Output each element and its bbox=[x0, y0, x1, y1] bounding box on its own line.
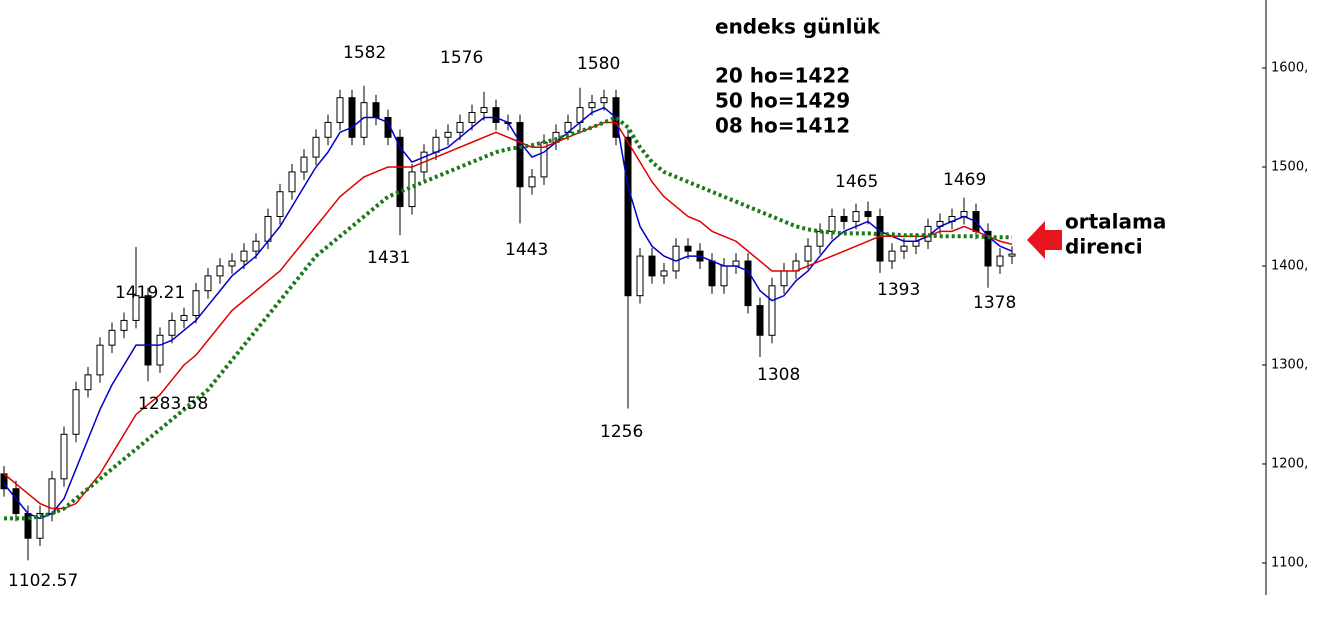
price-label: 1580 bbox=[577, 54, 620, 74]
candle-body bbox=[888, 250, 896, 262]
candle-body bbox=[228, 260, 236, 267]
candle-body bbox=[300, 156, 308, 173]
candle-body bbox=[780, 270, 788, 287]
candle-body bbox=[816, 230, 824, 247]
candle-body bbox=[900, 245, 908, 252]
candle-body bbox=[744, 260, 752, 307]
candle-body bbox=[72, 389, 80, 435]
candle-body bbox=[684, 245, 692, 252]
price-label: 1378 bbox=[973, 293, 1016, 313]
price-label: 1393 bbox=[877, 280, 920, 300]
candle-body bbox=[852, 211, 860, 222]
candle-body bbox=[12, 488, 20, 514]
note: 20 ho=1422 bbox=[715, 64, 850, 88]
y-tick-label: 1100, bbox=[1271, 555, 1308, 570]
note: 50 ho=1429 bbox=[715, 89, 850, 113]
candle-body bbox=[768, 285, 776, 336]
candle-body bbox=[240, 250, 248, 262]
candle-body bbox=[396, 136, 404, 208]
y-tick-label: 1400, bbox=[1271, 258, 1308, 273]
candle-body bbox=[864, 211, 872, 217]
callout-text: ortalama bbox=[1065, 210, 1166, 234]
moving-average-line bbox=[3, 121, 1013, 510]
chart-title: endeks günlük bbox=[715, 15, 881, 39]
candle-body bbox=[672, 245, 680, 272]
candle-body bbox=[132, 295, 140, 321]
candle-body bbox=[204, 275, 212, 292]
candle-body bbox=[156, 334, 164, 366]
note: 08 ho=1412 bbox=[715, 114, 850, 138]
candle-body bbox=[288, 171, 296, 193]
candle-body bbox=[60, 433, 68, 480]
moving-average-line bbox=[4, 115, 1012, 521]
candle-body bbox=[624, 136, 632, 297]
candle-body bbox=[456, 121, 464, 133]
y-tick-label: 1600, bbox=[1271, 61, 1308, 76]
candle-body bbox=[648, 255, 656, 277]
price-label: 1419.21 bbox=[115, 283, 185, 303]
candle-body bbox=[192, 290, 200, 316]
price-label: 1431 bbox=[367, 248, 410, 268]
candle-body bbox=[1008, 253, 1016, 257]
price-label: 1582 bbox=[343, 43, 386, 63]
candle-body bbox=[108, 329, 116, 346]
candle-body bbox=[756, 305, 764, 336]
callout-text: direnci bbox=[1065, 235, 1143, 259]
candle-body bbox=[804, 245, 812, 262]
candle-body bbox=[96, 344, 104, 376]
candle-body bbox=[324, 121, 332, 138]
candle-body bbox=[432, 136, 440, 153]
price-label: 1102.57 bbox=[8, 571, 78, 591]
candle-body bbox=[876, 215, 884, 262]
price-label: 1465 bbox=[835, 172, 878, 192]
candle-body bbox=[996, 255, 1004, 267]
candle-body bbox=[468, 112, 476, 123]
candle-body bbox=[828, 215, 836, 232]
candle-body bbox=[36, 512, 44, 539]
candle-body bbox=[348, 97, 356, 138]
moving-average-line bbox=[3, 106, 1013, 520]
y-tick-label: 1500, bbox=[1271, 159, 1308, 174]
price-label: 1308 bbox=[757, 365, 800, 385]
candle-body bbox=[600, 97, 608, 104]
candle-body bbox=[120, 319, 128, 331]
candle-body bbox=[312, 136, 320, 158]
price-label: 1283.58 bbox=[138, 394, 208, 414]
candle-body bbox=[708, 260, 716, 287]
candle-body bbox=[636, 255, 644, 297]
candle-body bbox=[444, 131, 452, 138]
candle-body bbox=[144, 295, 152, 366]
candle-body bbox=[216, 265, 224, 277]
candle-body bbox=[252, 240, 260, 252]
candle-body bbox=[168, 319, 176, 336]
candle-body bbox=[180, 314, 188, 321]
candle-body bbox=[336, 97, 344, 123]
candle-body bbox=[588, 102, 596, 109]
candle-body bbox=[276, 191, 284, 217]
candle-body bbox=[660, 270, 668, 277]
candle-body bbox=[84, 374, 92, 391]
candle-body bbox=[516, 121, 524, 188]
y-tick-label: 1200, bbox=[1271, 456, 1308, 471]
candle-body bbox=[528, 176, 536, 188]
candle-body bbox=[492, 107, 500, 123]
candle-body bbox=[840, 215, 848, 222]
candle-body bbox=[720, 265, 728, 287]
candle-body bbox=[480, 107, 488, 114]
price-label: 1576 bbox=[440, 48, 483, 68]
price-label: 1469 bbox=[943, 170, 986, 190]
y-tick-label: 1300, bbox=[1271, 357, 1308, 372]
candle-body bbox=[372, 102, 380, 119]
price-label: 1256 bbox=[600, 422, 643, 442]
callout-arrow bbox=[1027, 221, 1062, 259]
candle-body bbox=[984, 230, 992, 267]
price-label: 1443 bbox=[505, 240, 548, 260]
